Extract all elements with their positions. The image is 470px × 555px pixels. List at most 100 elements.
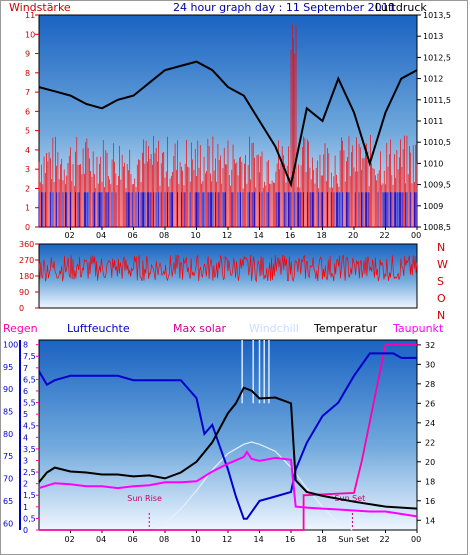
rain-tick-label: 7	[23, 364, 28, 373]
humidity-tick-label: 70	[3, 475, 13, 484]
rain-tick-label: 3,5	[23, 445, 36, 454]
wind-tick-label: 10	[25, 30, 35, 39]
temp-tick-label: 20	[425, 458, 435, 467]
rain-tick-label: 8	[23, 341, 28, 350]
legend-rain: Regen	[3, 322, 38, 335]
x-tick-label: 14	[254, 535, 264, 544]
rain-tick-label: 7,5	[23, 352, 36, 361]
rain-tick-label: 0	[23, 526, 28, 535]
humidity-tick-label: 85	[3, 408, 13, 417]
pressure-tick-label: 1009,5	[423, 181, 451, 190]
x-tick-label: 22	[380, 231, 390, 240]
legend-humidity: Luftfeuchte	[67, 322, 130, 335]
x-tick-label: 16	[285, 535, 295, 544]
rain-line	[39, 343, 417, 531]
climate-plot-area	[38, 339, 418, 531]
rain-tick-label: 1	[23, 503, 28, 512]
temp-tick-label: 16	[425, 497, 435, 506]
x-tick-label: 20	[348, 231, 358, 240]
sun-set-label: Sun Set	[334, 494, 365, 503]
pressure-tick-label: 1009	[423, 202, 443, 211]
wind-tick-label: 7	[25, 88, 30, 97]
humidity-tick-label: 75	[3, 452, 13, 461]
wind-tick-label: 5	[25, 127, 30, 136]
x-tick-label: 10	[191, 535, 201, 544]
wind-tick-label: 11	[25, 11, 35, 20]
rain-tick-label: 4	[23, 433, 28, 442]
compass-label: O	[437, 292, 446, 305]
pressure-tick-label: 1012,5	[423, 53, 451, 62]
x-tick-label: 12	[222, 535, 232, 544]
x-tick-label: 02	[65, 535, 75, 544]
temp-tick-label: 14	[425, 516, 435, 525]
humidity-tick-label: 100	[3, 340, 18, 349]
rain-tick-label: 5,5	[23, 399, 36, 408]
pressure-tick-label: 1010,5	[423, 138, 451, 147]
compass-label: N	[437, 309, 445, 322]
compass-label: S	[437, 275, 444, 288]
humidity-tick-label: 95	[3, 363, 13, 372]
humidity-tick-label: 65	[3, 497, 13, 506]
temp-tick-label: 32	[425, 341, 435, 350]
temperature-line	[38, 386, 418, 510]
direction-tick-label: 360	[19, 240, 34, 249]
temp-tick-label: 26	[425, 399, 435, 408]
wind-tick-label: 3	[25, 165, 30, 174]
pressure-tick-label: 1008,5	[423, 223, 451, 232]
wind-tick-label: 1	[25, 204, 30, 213]
sun-rise-label: Sun Rise	[127, 494, 162, 503]
wind-tick-label: 9	[25, 50, 30, 59]
x-tick-label: 22	[380, 535, 390, 544]
direction-tick-label: 180	[19, 272, 34, 281]
pressure-tick-label: 1010	[423, 159, 443, 168]
legend-dewpoint: Taupunkt	[392, 322, 444, 335]
wind-tick-label: 0	[25, 223, 30, 232]
direction-tick-label: 90	[19, 288, 29, 297]
x-tick-label: 18	[317, 231, 327, 240]
x-tick-label: 08	[159, 535, 169, 544]
rain-tick-label: 1,5	[23, 491, 36, 500]
chart-title: 24 hour graph day : 11 September 2011	[173, 1, 396, 14]
humidity-tick-label: 60	[3, 519, 13, 528]
temp-tick-label: 18	[425, 477, 435, 486]
rain-tick-label: 5	[23, 410, 28, 419]
max-solar-curve	[149, 441, 353, 531]
wind-tick-label: 2	[25, 184, 30, 193]
temp-tick-label: 28	[425, 380, 435, 389]
temp-tick-label: 22	[425, 438, 435, 447]
pressure-line	[38, 60, 418, 189]
x-tick-label: 00	[411, 535, 421, 544]
rain-tick-label: 2,5	[23, 468, 36, 477]
compass-label: W	[437, 258, 448, 271]
humidity-tick-label: 90	[3, 385, 13, 394]
rain-tick-label: 0,5	[23, 514, 36, 523]
x-tick-label: 04	[96, 535, 106, 544]
direction-tick-label: 0	[19, 304, 24, 313]
wind-axis-title: Windstärke	[9, 1, 71, 14]
x-tick-label: 04	[96, 231, 106, 240]
x-tick-label: 14	[254, 231, 264, 240]
pressure-tick-label: 1012	[423, 75, 443, 84]
dewpoint-line	[38, 450, 418, 518]
direction-tick-label: 270	[19, 256, 34, 265]
x-tick-label: 06	[128, 535, 138, 544]
sun-set-axis-label: Sun Set	[338, 535, 369, 544]
wind-tick-label: 6	[25, 107, 30, 116]
wind-tick-label: 8	[25, 69, 30, 78]
x-tick-label: 10	[191, 231, 201, 240]
pressure-axis-title: Luftdruck	[375, 1, 427, 14]
x-tick-label: 02	[65, 231, 75, 240]
x-tick-label: 00	[411, 231, 421, 240]
temp-tick-label: 24	[425, 419, 435, 428]
humidity-line	[38, 352, 417, 520]
rain-tick-label: 6,5	[23, 375, 36, 384]
pressure-tick-label: 1011	[423, 117, 443, 126]
x-tick-label: 08	[159, 231, 169, 240]
legend-windchill: Windchill	[249, 322, 299, 335]
wind-direction-plot-area	[38, 243, 418, 309]
compass-label: N	[437, 241, 445, 254]
x-tick-label: 18	[317, 535, 327, 544]
temp-tick-label: 30	[425, 360, 435, 369]
x-tick-label: 12	[222, 231, 232, 240]
